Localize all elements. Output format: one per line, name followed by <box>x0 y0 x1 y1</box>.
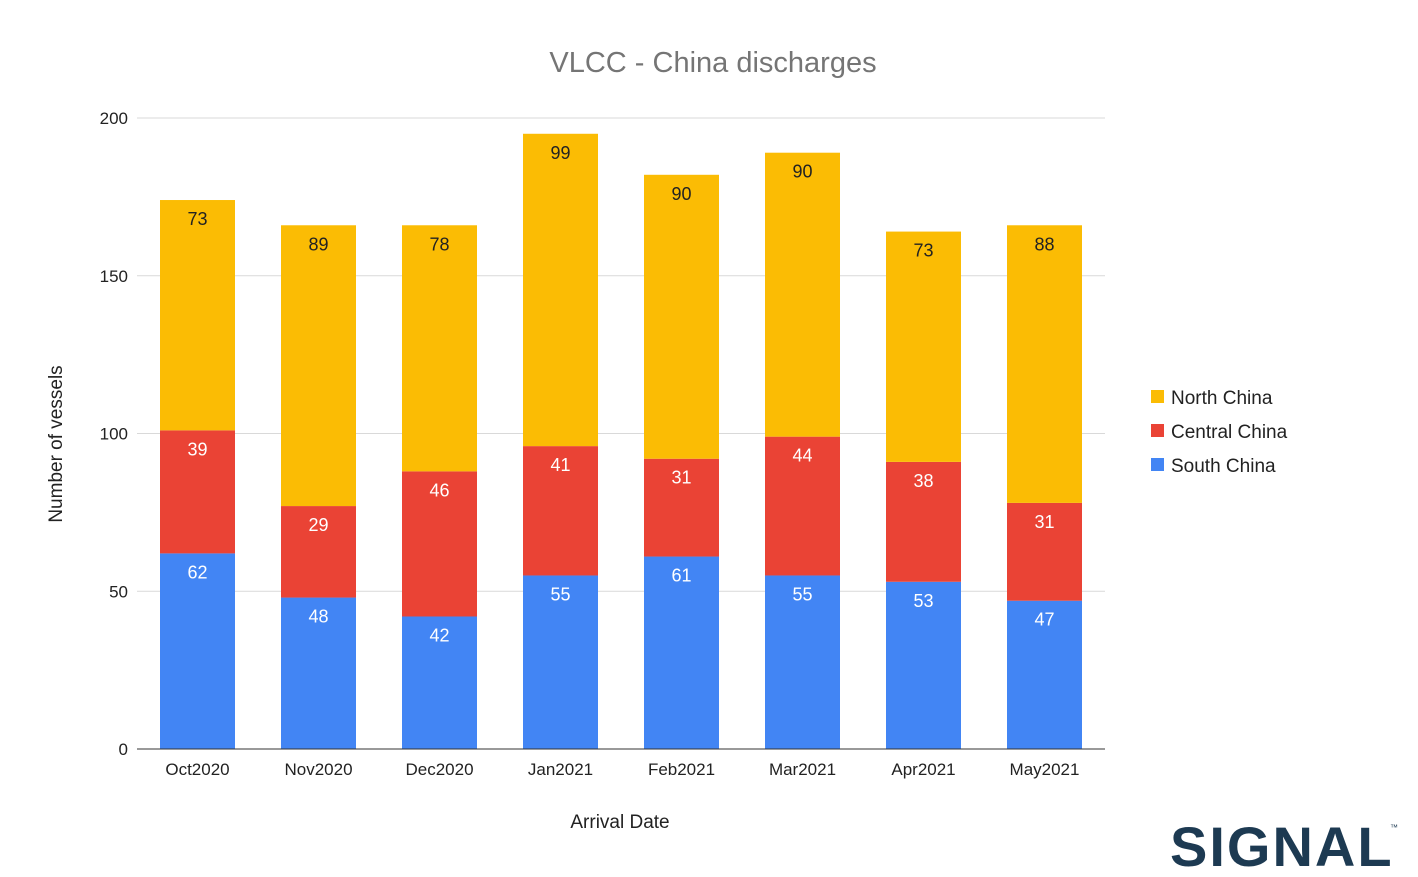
data-label: 55 <box>792 584 812 604</box>
bar-segment <box>886 581 961 749</box>
x-tick-label: Nov2020 <box>284 760 352 779</box>
data-label: 73 <box>187 209 207 229</box>
data-label: 44 <box>792 446 812 466</box>
x-tick-label: Apr2021 <box>891 760 955 779</box>
bar-segment <box>1007 502 1082 601</box>
data-label: 55 <box>550 584 570 604</box>
x-tick-label: Oct2020 <box>165 760 229 779</box>
data-label: 47 <box>1034 610 1054 630</box>
y-axis-title: Number of vessels <box>46 365 67 522</box>
bar-segment <box>160 430 235 554</box>
data-label: 41 <box>550 455 570 475</box>
bar-segment <box>765 152 840 437</box>
data-label: 31 <box>1034 512 1054 532</box>
x-tick-label: Feb2021 <box>648 760 715 779</box>
data-label: 99 <box>550 143 570 163</box>
bar-segment <box>402 225 477 472</box>
x-tick-label: Dec2020 <box>405 760 473 779</box>
data-label: 61 <box>671 566 691 586</box>
bar-segment <box>160 553 235 749</box>
x-tick-label: May2021 <box>1010 760 1080 779</box>
legend-label: South China <box>1171 456 1276 477</box>
bar-segment <box>523 446 598 576</box>
logo-text: SIGNAL <box>1170 815 1394 877</box>
data-label: 42 <box>429 625 449 645</box>
legend-label: Central China <box>1171 422 1288 443</box>
bar-segment <box>523 575 598 749</box>
legend-swatch <box>1151 458 1164 471</box>
bar-segment <box>765 575 840 749</box>
data-label: 39 <box>187 439 207 459</box>
x-tick-label: Jan2021 <box>528 760 593 779</box>
bar-segment <box>402 616 477 749</box>
bar-segment <box>1007 225 1082 503</box>
data-label: 90 <box>792 162 812 182</box>
logo-trademark: ™ <box>1390 823 1398 832</box>
x-tick-label: Mar2021 <box>769 760 836 779</box>
bar-segment <box>644 458 719 557</box>
data-label: 88 <box>1034 234 1054 254</box>
bar-segment <box>886 231 961 462</box>
y-tick-label: 200 <box>100 109 128 128</box>
bar-segment <box>281 506 356 598</box>
bar-segment <box>281 225 356 507</box>
bar-segment <box>886 461 961 582</box>
x-axis-ticks: Oct2020 Nov2020 Dec2020 Jan2021 Feb2021 Mar20… <box>165 760 1079 779</box>
data-label: 78 <box>429 234 449 254</box>
x-axis-title: Arrival Date <box>570 812 669 833</box>
y-tick-label: 100 <box>100 425 128 444</box>
data-labels: 62 39 73 48 29 89 42 46 78 55 41 99 61 31 90 55 44 90 53 38… <box>187 143 1054 646</box>
bar-segment <box>1007 600 1082 749</box>
data-label: 46 <box>429 480 449 500</box>
legend-swatch <box>1151 424 1164 437</box>
data-label: 90 <box>671 184 691 204</box>
legend-label: North China <box>1171 388 1273 409</box>
y-tick-label: 50 <box>109 582 128 601</box>
data-label: 89 <box>308 234 328 254</box>
y-axis-ticks: 0 50 100 150 200 <box>100 109 128 759</box>
bar-segment <box>281 597 356 749</box>
y-tick-label: 150 <box>100 267 128 286</box>
chart-title: VLCC - China discharges <box>549 47 876 79</box>
data-label: 48 <box>308 607 328 627</box>
data-label: 38 <box>913 471 933 491</box>
signal-logo: SIGNAL ™ <box>1170 815 1398 877</box>
data-label: 62 <box>187 562 207 582</box>
bar-segment <box>523 133 598 447</box>
bar-segment <box>644 556 719 749</box>
data-label: 29 <box>308 515 328 535</box>
bar-segment <box>644 174 719 459</box>
legend-swatch <box>1151 390 1164 403</box>
data-label: 53 <box>913 591 933 611</box>
bar-segment <box>160 200 235 431</box>
y-tick-label: 0 <box>119 740 128 759</box>
data-label: 73 <box>913 241 933 261</box>
bars <box>160 133 1082 749</box>
bar-segment <box>402 471 477 617</box>
data-label: 31 <box>671 468 691 488</box>
legend: North China Central China South China <box>1151 388 1288 477</box>
bar-segment <box>765 436 840 576</box>
